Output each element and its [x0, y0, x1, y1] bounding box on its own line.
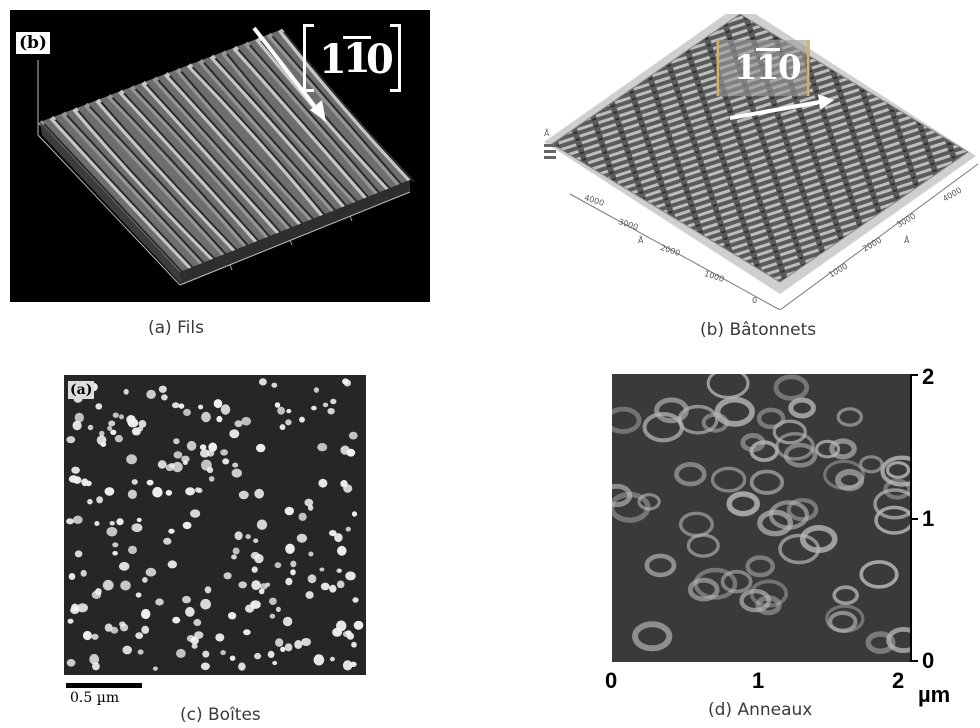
- rings-unit-label: µm: [918, 682, 951, 707]
- dots-afm-image: [64, 375, 366, 675]
- direction-label-b: 1 1 0: [734, 48, 802, 88]
- caption-c: (c) Boîtes: [180, 705, 261, 725]
- rings-y-tick-2: 2: [922, 364, 935, 389]
- caption-b: (b) Bâtonnets: [700, 320, 817, 340]
- rings-tick-mark-y2: [910, 374, 918, 376]
- wires-afm-image: [37, 26, 415, 286]
- rings-afm-image: [612, 374, 910, 662]
- rings-tick-mark-y0: [910, 660, 918, 662]
- caption-a: (a) Fils: [148, 318, 204, 338]
- panel-d: [612, 374, 910, 662]
- scale-bar-label: 0.5 µm: [70, 690, 120, 706]
- rods-left-unit: Å: [638, 236, 644, 245]
- rings-y-tick-1: 1: [922, 506, 935, 531]
- rings-x-tick-0: 0: [605, 668, 618, 693]
- rods-left-tick-4: 0: [752, 296, 758, 305]
- rods-afm-image: Å: [544, 14, 979, 310]
- rods-right-unit: Å: [904, 236, 910, 245]
- rings-tick-mark-y1: [910, 518, 918, 520]
- caption-d: (d) Anneaux: [708, 700, 813, 720]
- panel-b: Å 1 1 0 4000 3000 Å 2000 1000 0 4000 300…: [540, 14, 980, 310]
- rings-x-tick-1: 1: [752, 668, 765, 693]
- panel-a: (b) 1 1 0: [10, 10, 430, 302]
- panel-c: (a): [64, 375, 366, 675]
- panel-c-inset-label: (a): [68, 381, 95, 399]
- svg-text:Å: Å: [544, 127, 550, 138]
- direction-label-a: 1 1 0: [303, 24, 401, 92]
- panel-a-inset-label: (b): [16, 32, 50, 54]
- rings-y-tick-0: 0: [922, 648, 935, 673]
- rings-x-tick-2: 2: [892, 668, 905, 693]
- scale-bar: [66, 683, 142, 688]
